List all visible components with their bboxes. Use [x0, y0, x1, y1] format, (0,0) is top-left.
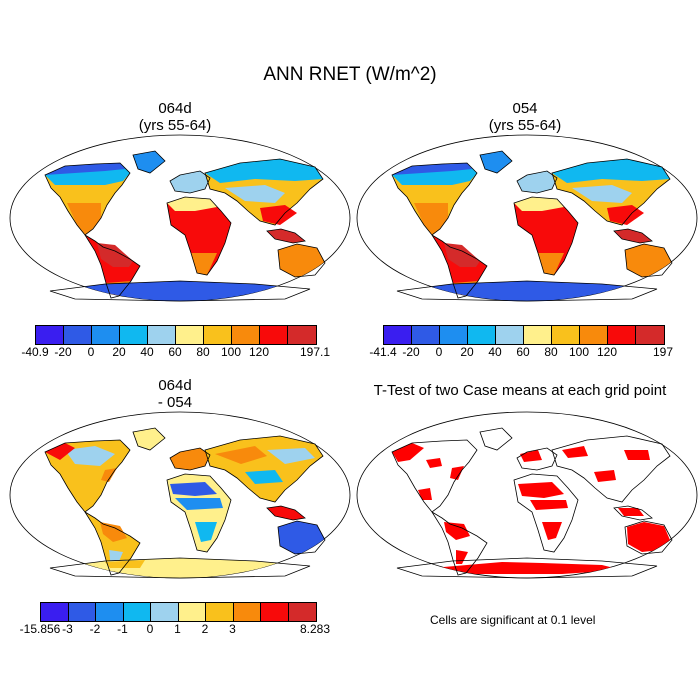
colorbar-swatch: [384, 326, 412, 344]
colorbar-swatch: [496, 326, 524, 344]
colorbar-tick-label: -41.4: [369, 345, 397, 359]
colorbar-swatch: [206, 603, 234, 621]
colorbar-tick-label: 100: [220, 345, 242, 359]
colorbar-difference: [40, 602, 317, 622]
colorbar-swatch: [636, 326, 664, 344]
colorbar-054: [383, 325, 665, 345]
colorbar-tick-label: 80: [196, 345, 210, 359]
colorbar-tick-label: 40: [488, 345, 502, 359]
colorbar-tick-label: 100: [568, 345, 590, 359]
colorbar-swatch: [123, 603, 151, 621]
colorbar-swatch: [120, 326, 148, 344]
colorbar-swatch: [440, 326, 468, 344]
colorbar-swatch: [36, 326, 64, 344]
colorbar-swatch: [176, 326, 204, 344]
colorbar-tick-label: 0: [435, 345, 443, 359]
colorbar-swatch: [261, 603, 289, 621]
colorbar-swatch: [524, 326, 552, 344]
colorbar-tick-label: 0: [146, 622, 154, 636]
panel-3-title: 064d - 054: [40, 377, 310, 411]
colorbar-swatch: [580, 326, 608, 344]
colorbar-swatch: [288, 603, 316, 621]
map-panel-difference: [9, 411, 351, 579]
colorbar-tick-label: 2: [201, 622, 209, 636]
colorbar-swatch: [608, 326, 636, 344]
colorbar-tick-label: 3: [229, 622, 236, 636]
colorbar-swatch: [552, 326, 580, 344]
colorbar-tick-label: 197.1: [299, 345, 331, 359]
colorbar-swatch: [204, 326, 232, 344]
panel-1-title-line2: (yrs 55-64): [138, 117, 212, 134]
colorbar-swatch: [288, 326, 316, 344]
colorbar-tick-label: 80: [544, 345, 558, 359]
colorbar-swatch: [260, 326, 288, 344]
colorbar-swatch: [151, 603, 179, 621]
colorbar-tick-label: -3: [62, 622, 73, 636]
colorbar-tick-label: 1: [174, 622, 181, 636]
colorbar-swatch: [68, 603, 96, 621]
map-panel-ttest: [356, 411, 698, 579]
colorbar-swatch: [232, 326, 260, 344]
map-panel-054: [356, 134, 698, 302]
significance-note: Cells are significant at 0.1 level: [430, 613, 596, 627]
colorbar-swatch: [64, 326, 92, 344]
colorbar-swatch: [468, 326, 496, 344]
colorbar-tick-label: 0: [87, 345, 95, 359]
colorbar-tick-label: -15.856: [19, 622, 61, 636]
colorbar-tick-label: 60: [168, 345, 182, 359]
colorbar-tick-label: -20: [402, 345, 420, 359]
colorbar-swatch: [412, 326, 440, 344]
colorbar-064d: [35, 325, 317, 345]
colorbar-swatch: [233, 603, 261, 621]
colorbar-tick-label: -1: [117, 622, 128, 636]
panel-1-title: 064d (yrs 55-64): [40, 100, 310, 134]
colorbar-swatch: [92, 326, 120, 344]
panel-3-title-line1: 064d: [158, 377, 192, 394]
map-panel-064d: [9, 134, 351, 302]
colorbar-tick-label: 60: [516, 345, 530, 359]
colorbar-tick-label: -20: [54, 345, 72, 359]
colorbar-tick-label: 8.283: [299, 622, 331, 636]
panel-2-title-line2: (yrs 55-64): [488, 117, 562, 134]
panel-4-title: T-Test of two Case means at each grid po…: [350, 382, 690, 399]
panel-1-title-line1: 064d: [158, 100, 192, 117]
panel-4-title-line1: T-Test of two Case means at each grid po…: [373, 382, 667, 399]
colorbar-tick-label: 120: [596, 345, 618, 359]
colorbar-tick-label: -40.9: [21, 345, 49, 359]
colorbar-tick-label: 20: [460, 345, 474, 359]
colorbar-tick-label: 197: [652, 345, 674, 359]
colorbar-swatch: [178, 603, 206, 621]
figure-title: ANN RNET (W/m^2): [263, 64, 437, 85]
colorbar-tick-label: 120: [248, 345, 270, 359]
panel-2-title-line1: 054: [512, 100, 538, 117]
colorbar-tick-label: -2: [89, 622, 101, 636]
panel-3-title-line2: - 054: [157, 394, 193, 411]
colorbar-tick-label: 40: [140, 345, 154, 359]
colorbar-swatch: [96, 603, 124, 621]
colorbar-swatch: [148, 326, 176, 344]
colorbar-swatch: [41, 603, 69, 621]
colorbar-tick-label: 20: [112, 345, 126, 359]
panel-2-title: 054 (yrs 55-64): [390, 100, 660, 134]
